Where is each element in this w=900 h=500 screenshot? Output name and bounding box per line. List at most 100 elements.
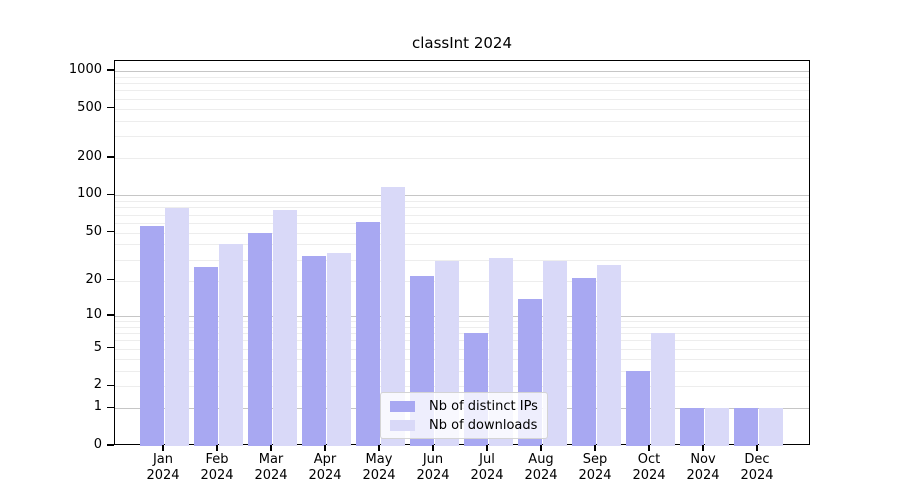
- y-tick-label: 1: [93, 399, 102, 415]
- legend-label: Nb of downloads: [429, 417, 538, 433]
- legend-entry: Nb of downloads: [390, 417, 538, 433]
- gridline-minor: [115, 158, 809, 160]
- gridline-minor: [115, 386, 809, 388]
- legend: Nb of distinct IPs Nb of downloads: [380, 392, 548, 439]
- x-tick-label: Mar 2024: [244, 452, 298, 484]
- bar-dec-downloads: [759, 408, 783, 446]
- x-tick-label: Jul 2024: [460, 452, 514, 484]
- y-tick-label: 50: [85, 223, 102, 239]
- gridline-minor: [115, 259, 809, 261]
- y-tick: [107, 384, 114, 387]
- x-tick-month: Nov: [690, 452, 716, 467]
- bar-feb-downloads: [219, 244, 243, 446]
- gridline-major: [115, 195, 809, 197]
- x-tick-year: 2024: [254, 468, 288, 483]
- bar-nov-downloads: [705, 408, 729, 446]
- gridline-minor: [115, 207, 809, 209]
- x-tick-year: 2024: [470, 468, 504, 483]
- gridline-minor: [115, 333, 809, 335]
- gridline-minor: [115, 280, 809, 282]
- x-tick-year: 2024: [524, 468, 558, 483]
- gridline-minor: [115, 98, 809, 100]
- bar-nov-distinct-ips: [680, 408, 704, 446]
- y-tick: [107, 347, 114, 349]
- bar-mar-distinct-ips: [248, 232, 272, 446]
- y-tick: [107, 314, 114, 316]
- x-tick-label: Sep 2024: [568, 452, 622, 484]
- gridline-major: [115, 70, 809, 72]
- y-tick-label: 0: [93, 437, 102, 452]
- bar-sep-distinct-ips: [572, 278, 596, 446]
- x-tick-label: Nov 2024: [676, 452, 730, 484]
- y-tick-label: 20: [85, 271, 102, 287]
- gridline-minor: [115, 321, 809, 322]
- x-tick-month: Sep: [582, 452, 608, 467]
- gridline-major: [115, 315, 809, 317]
- x-tick-month: Jul: [479, 452, 495, 467]
- legend-label: Nb of distinct IPs: [429, 398, 538, 414]
- x-tick-year: 2024: [146, 468, 180, 483]
- x-tick-month: Mar: [258, 452, 284, 467]
- x-tick-month: Dec: [744, 452, 770, 467]
- y-tick-label: 1000: [68, 61, 102, 77]
- bar-sep-downloads: [597, 265, 621, 446]
- gridline-minor: [115, 136, 809, 138]
- bar-apr-downloads: [327, 252, 351, 446]
- y-tick: [107, 444, 114, 446]
- chart-title: classInt 2024: [412, 34, 512, 52]
- y-tick-label: 10: [85, 306, 102, 322]
- x-tick-month: Feb: [205, 452, 229, 467]
- y-tick-label: 100: [77, 186, 102, 202]
- x-tick-year: 2024: [632, 468, 666, 483]
- x-tick-year: 2024: [200, 468, 234, 483]
- legend-swatch: [390, 400, 415, 412]
- x-tick-month: Jan: [152, 452, 174, 467]
- x-tick-label: Dec 2024: [730, 452, 784, 484]
- y-tick-label: 500: [77, 99, 102, 115]
- x-tick-month: Jun: [422, 452, 444, 467]
- y-tick: [107, 69, 114, 71]
- y-tick-label: 5: [93, 339, 102, 355]
- bar-jan-downloads: [165, 208, 189, 446]
- bar-dec-distinct-ips: [734, 408, 758, 446]
- x-tick-year: 2024: [308, 468, 342, 483]
- bar-oct-downloads: [651, 333, 675, 446]
- gridline-minor: [115, 348, 809, 350]
- y-tick-label: 200: [77, 149, 102, 165]
- bar-may-distinct-ips: [356, 221, 380, 446]
- bar-feb-distinct-ips: [194, 267, 218, 446]
- x-tick-year: 2024: [578, 468, 612, 483]
- legend-swatch: [390, 419, 415, 431]
- gridline-minor: [115, 326, 809, 328]
- x-tick-label: May 2024: [352, 452, 406, 484]
- y-tick-label: 2: [93, 377, 102, 393]
- x-tick-year: 2024: [686, 468, 720, 483]
- gridline-minor: [115, 370, 809, 372]
- x-tick-label: Jan 2024: [136, 452, 190, 484]
- x-tick-label: Oct 2024: [622, 452, 676, 484]
- x-tick-label: Aug 2024: [514, 452, 568, 484]
- gridline-minor: [115, 340, 809, 342]
- bar-mar-downloads: [273, 210, 297, 446]
- y-tick: [107, 193, 114, 196]
- bar-apr-distinct-ips: [302, 256, 326, 446]
- bar-oct-distinct-ips: [626, 370, 650, 446]
- x-tick-month: Oct: [637, 452, 661, 467]
- x-tick-label: Feb 2024: [190, 452, 244, 484]
- x-tick-label: Apr 2024: [298, 452, 352, 484]
- y-tick: [107, 106, 114, 109]
- x-tick-month: May: [365, 452, 393, 467]
- gridline-minor: [115, 232, 809, 234]
- x-tick-year: 2024: [362, 468, 396, 483]
- y-tick: [107, 156, 114, 158]
- y-tick: [107, 406, 114, 409]
- plot-area: Nb of distinct IPs Nb of downloads: [114, 60, 810, 446]
- gridline-minor: [115, 214, 809, 216]
- gridline-minor: [115, 201, 809, 203]
- gridline-minor: [115, 120, 809, 122]
- x-tick-month: Apr: [313, 452, 337, 467]
- x-tick-label: Jun 2024: [406, 452, 460, 484]
- x-tick-year: 2024: [416, 468, 450, 483]
- y-tick: [107, 230, 114, 233]
